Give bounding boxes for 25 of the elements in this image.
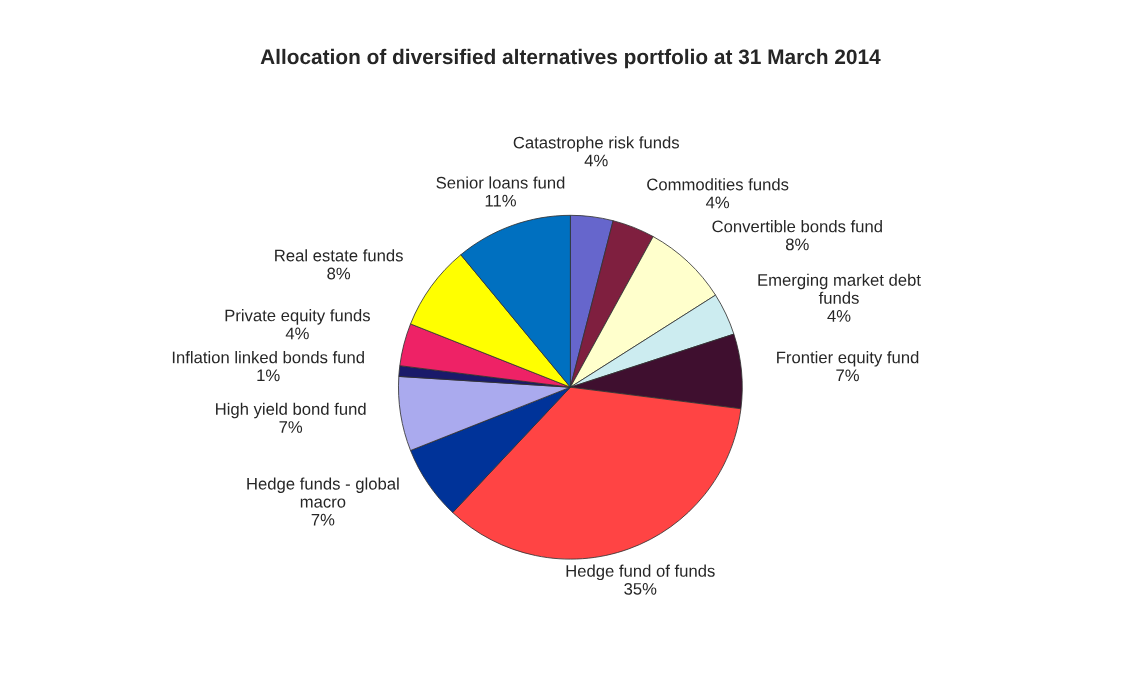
slice-label: Inflation linked bonds fund [172,351,364,364]
slice-label: Hedge fund of funds [566,564,715,581]
data-label: 35% [624,582,657,595]
slice-label: Catastrophe risk funds [513,136,680,152]
slice-label: Real estate funds [275,249,403,262]
slice-label: Senior loans fund [436,176,565,189]
data-label: 4% [827,310,851,322]
data-label: 7% [279,421,303,433]
chart-title: Allocation of diversified alternatives portfolio at 31 March 2014 [260,48,881,69]
slice-label: Frontier equity fund [777,351,919,367]
data-label: 7% [311,513,335,526]
data-label: 1% [257,369,280,382]
slice-label: Emerging market debt funds [758,273,921,304]
slice-label: Convertible bonds fund [712,220,882,233]
data-label: 7% [836,369,859,382]
data-label: 4% [285,327,309,340]
data-label: 8% [785,238,809,251]
slice-label: Private equity funds [225,309,370,325]
slice-label: Hedge funds - global macro [247,477,399,508]
slice-label: Commodities funds [647,178,789,191]
data-label: 4% [705,196,730,209]
slice-label: High yield bond fund [216,402,366,419]
data-label: 8% [327,267,351,280]
data-label: 4% [584,154,608,167]
data-label: 11% [485,194,516,207]
